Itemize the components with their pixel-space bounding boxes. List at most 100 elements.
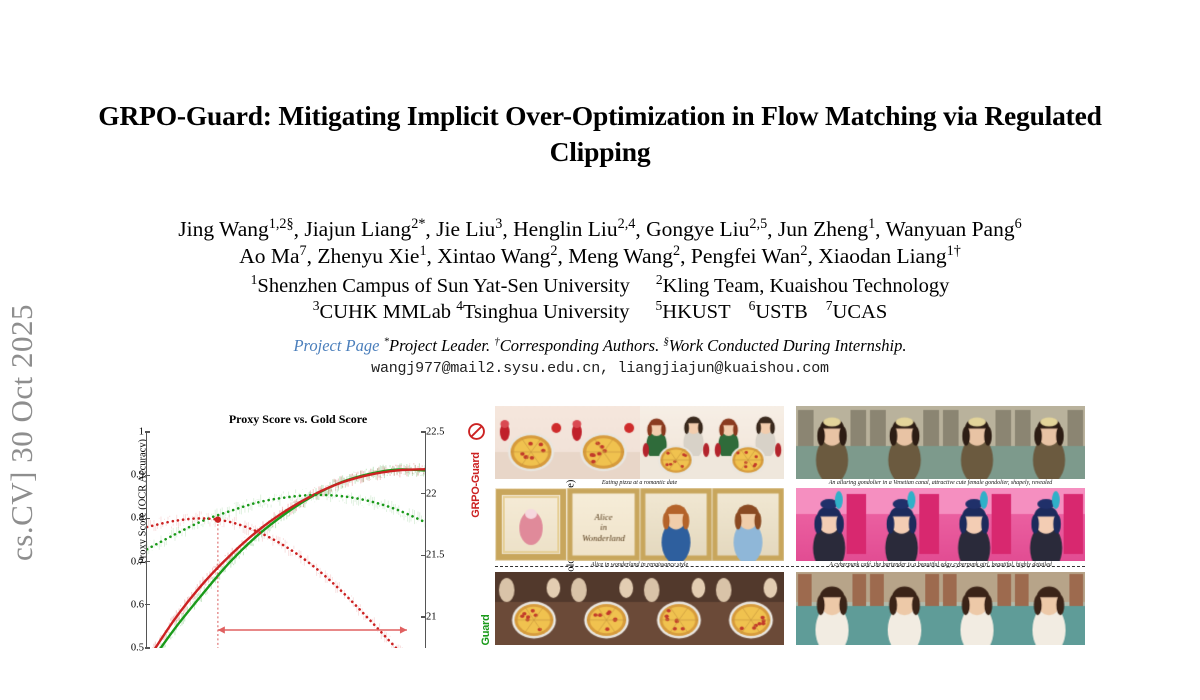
pizza-real-a-image	[495, 572, 568, 645]
chart-right-tick: 21	[426, 611, 437, 623]
author: Gongye Liu2,5	[646, 215, 768, 241]
image-grid-panel	[796, 572, 1085, 645]
tick-mark	[145, 431, 150, 433]
affil-marker: 5	[655, 298, 663, 314]
gondolier-a-image	[796, 406, 869, 479]
generated-image-thumbnail[interactable]	[1012, 572, 1085, 645]
author: Meng Wang2	[568, 242, 681, 268]
contact-emails: wangj977@mail2.sysu.edu.cn, liangjiajun@…	[371, 360, 829, 377]
chart-left-tick: 0.9	[130, 469, 144, 481]
alice-girl-d-image	[711, 488, 784, 561]
paper-header: GRPO-Guard: Mitigating Implicit Over-Opt…	[70, 0, 1130, 377]
thumbnail-strip	[495, 406, 784, 479]
author: Zhenyu Xie1	[317, 242, 427, 268]
affiliation-line-1: 1Shenzhen Campus of Sun Yat-Sen Universi…	[70, 273, 1130, 299]
tick-mark	[421, 431, 426, 433]
generated-image-thumbnail[interactable]	[639, 572, 712, 645]
legend-grpo-guard-bad: GRPO-Guard	[468, 423, 485, 530]
author: Wanyuan Pang6	[885, 215, 1022, 241]
author: Jun Zheng1	[777, 215, 876, 241]
affil-marker: 7	[825, 298, 833, 314]
image-prompt-caption: An alluring gondolier in a Venetian cana…	[828, 480, 1053, 486]
generated-image-thumbnail[interactable]	[711, 572, 784, 645]
thumbnail-strip	[495, 488, 784, 561]
gondolier-c-image	[940, 406, 1013, 479]
legend-guard-good: Guard	[468, 610, 492, 650]
generated-image-thumbnail[interactable]	[868, 488, 941, 561]
author-affil-marker: 2	[800, 242, 808, 259]
chart-left-tick: 1	[138, 426, 144, 438]
gondolier-b-image	[868, 406, 941, 479]
generated-image-thumbnail[interactable]	[796, 488, 869, 561]
generated-image-thumbnail[interactable]	[940, 406, 1013, 479]
author-affil-marker: 1†	[946, 242, 961, 259]
generated-image-thumbnail[interactable]	[567, 406, 640, 479]
affil-marker: 2	[655, 272, 663, 288]
generated-image-thumbnail[interactable]	[639, 488, 712, 561]
note-project-leader: Project Leader.	[389, 336, 491, 355]
author-line-2: Ao Ma7, Zhenyu Xie1, Xintao Wang2, Meng …	[239, 242, 961, 268]
author-affil-marker: 1	[419, 242, 427, 259]
chart-right-tick: 21.5	[426, 549, 445, 561]
author-affil-marker: 7	[299, 242, 307, 259]
author-affil-marker: 2	[550, 242, 558, 259]
author-affil-marker: 1	[868, 215, 876, 232]
affiliation-line-2: 3CUHK MMLab 4Tsinghua University 5HKUST 6U…	[70, 299, 1130, 325]
generated-image-thumbnail[interactable]	[495, 488, 568, 561]
generated-image-thumbnail[interactable]	[940, 572, 1013, 645]
note-marker-star: *	[383, 335, 390, 348]
gondolier-d-image	[1012, 406, 1085, 479]
affil-marker: 6	[748, 298, 756, 314]
affiliation-name: Kling Team, Kuaishou Technology	[662, 275, 950, 297]
tick-mark	[421, 493, 426, 495]
tick-mark	[145, 474, 150, 476]
cyberpunk-d-image	[1012, 488, 1085, 561]
generated-image-thumbnail[interactable]	[1012, 406, 1085, 479]
image-grid-row	[495, 572, 1085, 645]
thumbnail-strip	[495, 572, 784, 645]
affiliation-list: 1Shenzhen Campus of Sun Yat-Sen Universi…	[70, 273, 1130, 325]
generated-image-thumbnail[interactable]	[1012, 488, 1085, 561]
generated-image-thumbnail[interactable]	[639, 406, 712, 479]
author: Henglin Liu2,4	[513, 215, 636, 241]
legend-bad-label: GRPO-Guard	[470, 452, 482, 518]
generated-image-thumbnail[interactable]	[940, 488, 1013, 561]
pizza-couple-a-image	[639, 406, 712, 479]
pizza-real-c-image	[639, 572, 712, 645]
image-grid-panel: Alice in wonderland in renaissance style	[495, 488, 784, 570]
chart-svg	[147, 463, 425, 648]
sample-image-grid: Eating pizza at a romantic date An alluri…	[495, 400, 1085, 648]
generated-image-thumbnail[interactable]	[495, 406, 568, 479]
author: Jiajun Liang2*	[304, 215, 426, 241]
author-affil-marker: 2,5	[749, 215, 768, 232]
legend-good-label: Guard	[480, 614, 492, 646]
generated-image-thumbnail[interactable]	[711, 406, 784, 479]
image-prompt-caption: A cyberpunk café, the bartender is a bea…	[829, 562, 1052, 568]
generated-image-thumbnail[interactable]	[868, 572, 941, 645]
note-marker-dagger: †	[494, 335, 500, 348]
tick-mark	[421, 554, 426, 557]
note-corresponding-authors: Corresponding Authors.	[499, 336, 660, 355]
author-affil-marker: 1,2§	[268, 215, 294, 232]
page-title: GRPO-Guard: Mitigating Implicit Over-Opt…	[98, 100, 1102, 167]
author-notes: Project Page *Project Leader. †Correspon…	[70, 336, 1130, 356]
generated-image-thumbnail[interactable]	[567, 572, 640, 645]
pizza-real-d-image	[711, 572, 784, 645]
image-prompt-caption: Alice in wonderland in renaissance style	[590, 562, 689, 568]
no-entry-icon	[468, 423, 485, 440]
generated-image-thumbnail[interactable]	[796, 406, 869, 479]
generated-image-thumbnail[interactable]	[796, 572, 869, 645]
project-page-link[interactable]: Project Page	[293, 336, 380, 355]
note-internship: Work Conducted During Internship.	[668, 336, 907, 355]
chart-left-tick: 0.8	[130, 512, 144, 524]
generated-image-thumbnail[interactable]	[711, 488, 784, 561]
generated-image-thumbnail[interactable]	[495, 572, 568, 645]
alice-girl-c-image	[639, 488, 712, 561]
chart-left-tick: 0.7	[130, 556, 144, 568]
author: Jie Liu3	[436, 215, 503, 241]
generated-image-thumbnail[interactable]	[567, 488, 640, 561]
generated-image-thumbnail[interactable]	[868, 406, 941, 479]
alice-frame-a-image	[495, 488, 568, 561]
affiliation-name: USTB	[755, 301, 808, 323]
affil-marker: 3	[312, 298, 320, 314]
